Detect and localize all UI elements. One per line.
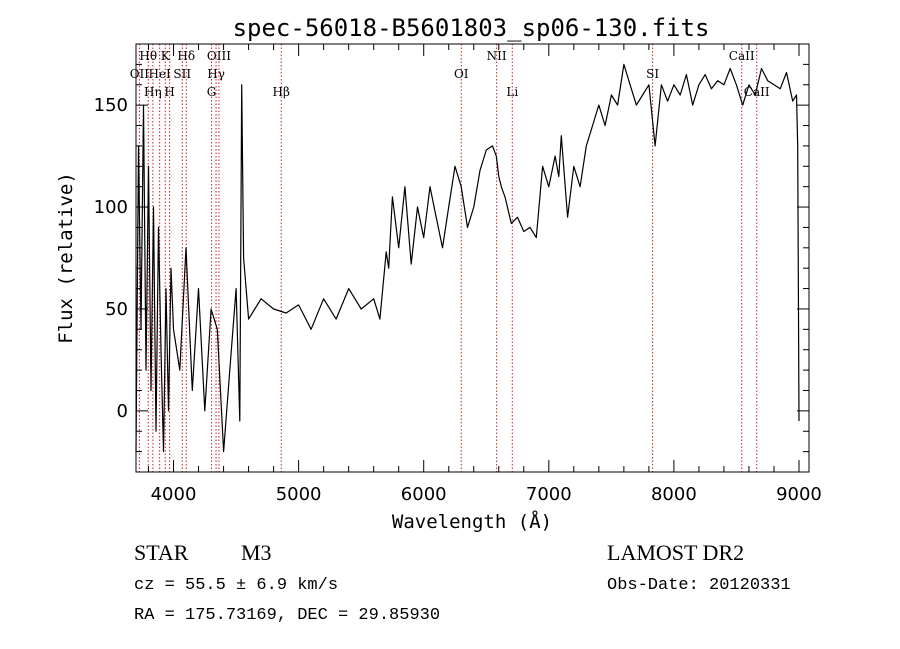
survey-name: LAMOST DR2 [607, 540, 744, 565]
x-tick-label: 6000 [401, 484, 447, 505]
spectrum-line [135, 63, 800, 453]
x-tick-labels: 4000 5000 6000 7000 8000 9000 [151, 484, 822, 505]
sky-coordinates: RA = 175.73169, DEC = 29.85930 [134, 606, 440, 625]
spectral-line-markers [138, 44, 758, 472]
spectral-line-label: Hβ [273, 85, 290, 99]
spectral-line-label: Hγ [207, 67, 225, 81]
x-tick-label: 7000 [526, 484, 572, 505]
spectral-line-label: Hδ [177, 49, 195, 63]
y-tick-label: 50 [105, 299, 128, 320]
object-type: STAR [134, 540, 189, 565]
y-tick-label: 150 [94, 95, 128, 116]
spectral-line-labels: Hθ OII Hη HeI K H SII Hδ G Hγ OIII Hβ OI NII Li SI CaII C… [130, 49, 770, 99]
x-tick-label: 8000 [651, 484, 697, 505]
spectral-line-label: OIII [207, 49, 231, 63]
x-tick-label: 4000 [151, 484, 197, 505]
spectral-line-label: CaII [729, 49, 755, 63]
chart-title: spec-56018-B5601803_sp06-130.fits [233, 14, 710, 42]
spectral-line-label: H [164, 85, 174, 99]
y-tick-labels: 0 50 100 150 [94, 95, 128, 422]
spectral-line-label: SI [646, 67, 659, 81]
x-tick-label: 5000 [276, 484, 322, 505]
spectral-line-label: SII [173, 67, 191, 81]
spectral-line-label: OI [454, 67, 469, 81]
spectrum-series [135, 63, 800, 453]
observation-date: Obs-Date: 20120331 [607, 576, 791, 595]
spectral-line-label: CaII [744, 85, 770, 99]
x-axis-label: Wavelength (Å) [392, 510, 552, 533]
redshift-cz: cz = 55.5 ± 6.9 km/s [134, 576, 338, 595]
spectral-line-label: HeI [148, 67, 171, 81]
spectral-line-label: Hη [144, 85, 162, 99]
plot-frame [135, 43, 810, 473]
x-tick-label: 9000 [776, 484, 822, 505]
object-subclass: M3 [241, 540, 272, 565]
y-tick-label: 100 [94, 197, 128, 218]
axis-ticks [136, 43, 809, 473]
spectral-line-label: G [207, 85, 217, 99]
y-tick-label: 0 [117, 401, 128, 422]
spectral-line-label: OII [130, 67, 150, 81]
spectral-line-label: Li [506, 85, 518, 99]
y-axis-label: Flux (relative) [55, 172, 77, 344]
spectral-line-label: Hθ [139, 49, 157, 63]
spectral-line-label: NII [487, 49, 507, 63]
spectral-line-label: K [161, 49, 171, 63]
